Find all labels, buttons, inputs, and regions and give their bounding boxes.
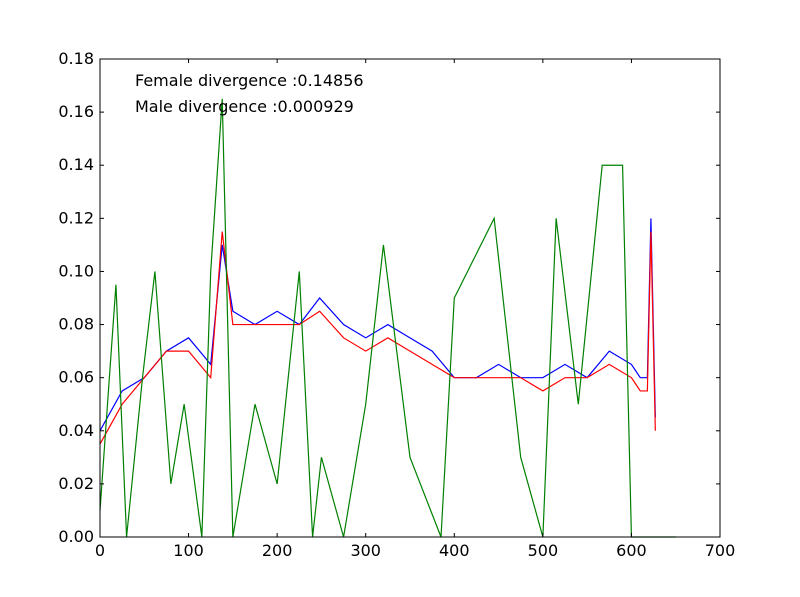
y-tick-label: 0.14 bbox=[58, 155, 94, 174]
y-tick-label: 0.08 bbox=[58, 315, 94, 334]
annotation-female-divergence: Female divergence :0.14856 bbox=[135, 71, 364, 90]
series-line-1 bbox=[99, 218, 656, 432]
y-tick-label: 0.04 bbox=[58, 421, 94, 440]
x-tick-label: 100 bbox=[173, 541, 204, 560]
x-tick-label: 200 bbox=[262, 541, 293, 560]
y-tick-label: 0.10 bbox=[58, 261, 94, 280]
y-tick-label: 0.02 bbox=[58, 474, 94, 493]
series-layer bbox=[99, 98, 676, 538]
y-tick-label: 0.06 bbox=[58, 368, 94, 387]
x-tick-label: 400 bbox=[439, 541, 470, 560]
x-tick-label: 300 bbox=[350, 541, 381, 560]
y-tick-label: 0.12 bbox=[58, 208, 94, 227]
x-tick-label: 0 bbox=[95, 541, 105, 560]
x-tick-label: 700 bbox=[705, 541, 736, 560]
annotation-male-divergence: Male divergence :0.000929 bbox=[135, 97, 354, 116]
series-line-3 bbox=[99, 98, 676, 538]
x-tick-label: 600 bbox=[616, 541, 647, 560]
y-tick-label: 0.16 bbox=[58, 102, 94, 121]
tick-layer: 0 100 200 300 400 500 600 700 0.00 0.02 0.04 0.06 0.… bbox=[58, 49, 735, 560]
y-tick-label: 0.00 bbox=[58, 527, 94, 546]
y-tick-label: 0.18 bbox=[58, 49, 94, 68]
plot-frame bbox=[99, 58, 721, 538]
x-tick-label: 500 bbox=[528, 541, 559, 560]
